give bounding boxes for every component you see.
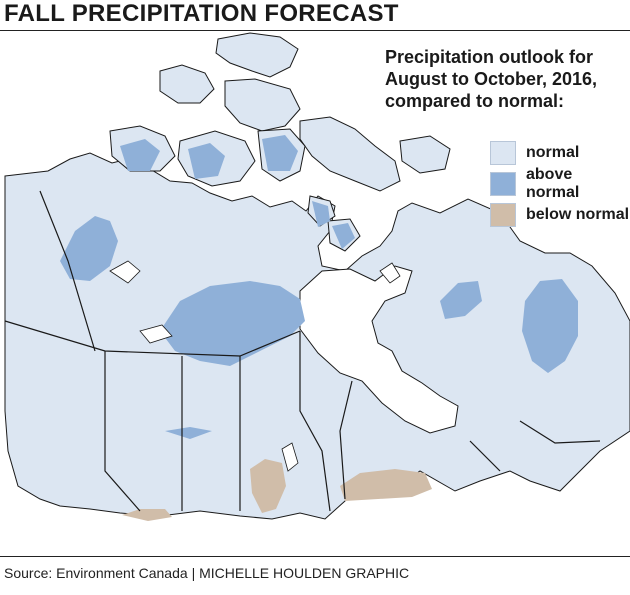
footer-divider [0, 556, 630, 557]
canada-map [4, 32, 630, 521]
source-separator: | [191, 565, 196, 581]
legend-label: below normal [526, 206, 630, 223]
legend-swatch [490, 172, 516, 196]
graphic-credit: MICHELLE HOULDEN GRAPHIC [199, 565, 410, 581]
legend-swatch [490, 203, 516, 227]
legend-item-below-normal: below normal [490, 200, 630, 230]
page-title: FALL PRECIPITATION FORECAST [4, 0, 399, 27]
legend-item-above-normal: above normal [490, 166, 630, 201]
lakes [109, 260, 401, 472]
source-credit: Source: Environment Canada | MICHELLE HO… [4, 565, 409, 581]
legend-label: normal [526, 144, 580, 161]
map-legend: normal above normal below normal [490, 138, 630, 231]
outlook-line: compared to normal: [385, 91, 565, 111]
above-normal-regions [60, 135, 578, 439]
outlook-line: August to October, 2016, [385, 69, 598, 89]
below-normal-regions [122, 459, 432, 521]
legend-label: above normal [526, 166, 580, 201]
outlook-heading: Precipitation outlook for August to Octo… [385, 46, 597, 112]
source-text: Source: Environment Canada [4, 565, 188, 581]
province-borders [4, 190, 601, 512]
legend-item-normal: normal [490, 138, 630, 168]
map-area [0, 31, 630, 555]
outlook-line: Precipitation outlook for [385, 47, 594, 67]
legend-swatch [490, 141, 516, 165]
title-divider [0, 30, 630, 31]
